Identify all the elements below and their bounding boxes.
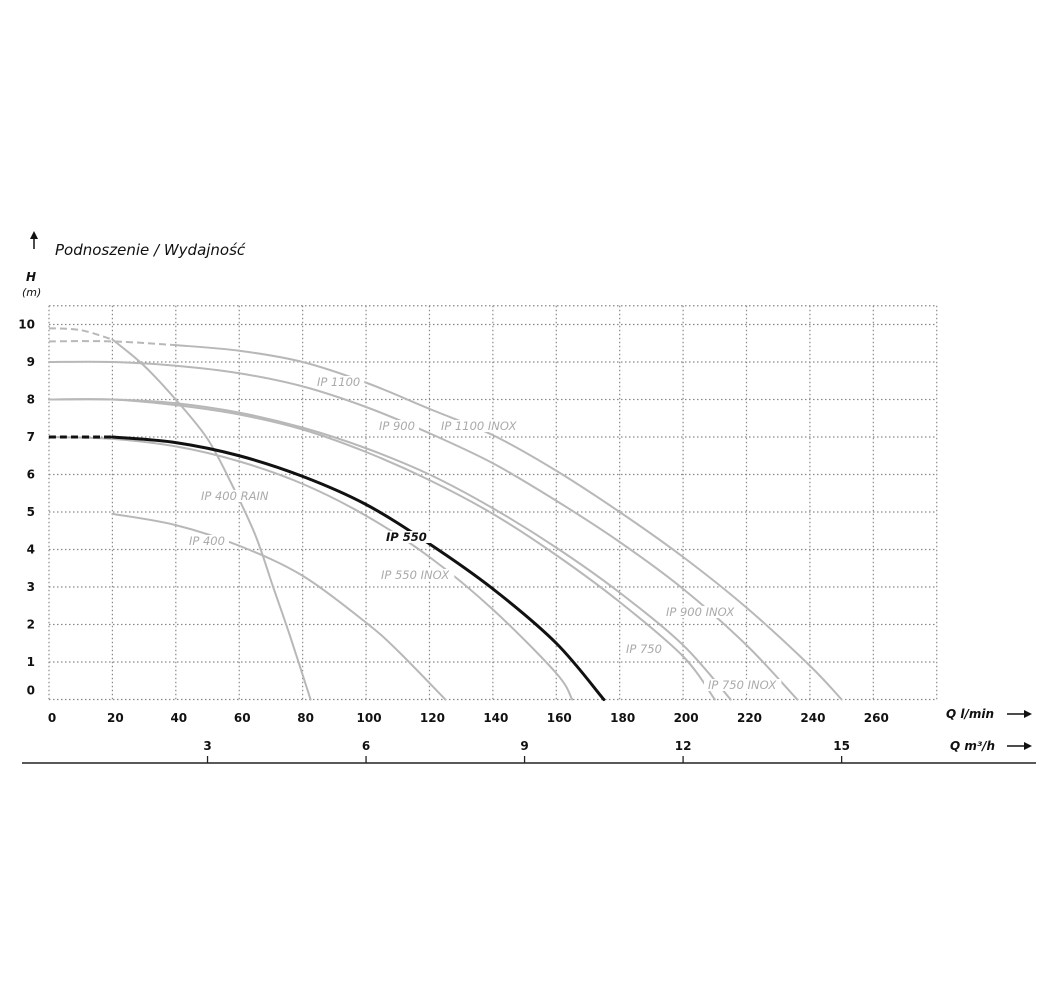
chart-title: Podnoszenie / Wydajność (55, 241, 246, 259)
curve-label: IP 750 (622, 642, 666, 656)
label-background (197, 490, 273, 502)
y-axis-label: H (26, 270, 36, 284)
x-tick-label: 0 (48, 711, 56, 725)
label-background (704, 679, 782, 691)
x2-axis: 3 6 9 12 15 (22, 739, 1036, 764)
x-tick-label: 20 (107, 711, 124, 725)
x-axis-label: Q l/min (946, 707, 994, 721)
curve-ip-750-inox (48, 398, 732, 701)
curve-label-text: IP 400 RAIN (201, 489, 269, 503)
curve-label: IP 1100 (313, 375, 365, 389)
y-tick-label: 4 (27, 543, 35, 557)
curve-ip-750 (48, 398, 716, 701)
label-background (437, 420, 522, 432)
x-tick-label: 140 (483, 711, 508, 725)
label-background (375, 420, 419, 432)
x-tick-label: 160 (547, 711, 572, 725)
x-tick-label: 240 (800, 711, 825, 725)
x-tick-labels: 0 20 40 60 80 100 120 140 160 180 200 220 240 260 (48, 711, 889, 725)
x-tick-label: 40 (170, 711, 187, 725)
x-tick-label: 80 (297, 711, 314, 725)
curve-label: IP 400 RAIN (197, 489, 273, 503)
y-tick-label: 6 (27, 468, 35, 482)
curve-labels: IP 1100 IP 1100 INOX IP 900 IP 900 INOX IP 7… (185, 375, 782, 692)
curve-ip-400-rain (111, 338, 312, 701)
right-arrow-icon (1007, 710, 1032, 718)
curve-label: IP 900 (375, 419, 419, 433)
curve-label: IP 550 INOX (377, 568, 455, 582)
y-tick-label: 10 (18, 318, 35, 332)
curve-label: IP 900 INOX (662, 605, 740, 619)
x2-axis-label: Q m³/h (950, 739, 995, 753)
curve-ip-550 (110, 435, 606, 701)
curve-ip-1100 (174, 344, 843, 701)
curve-label: IP 550 (382, 530, 431, 544)
up-arrow-icon (30, 231, 38, 249)
y-axis-unit: (m) (22, 286, 41, 299)
grid (48, 305, 938, 701)
y-tick-label: 8 (27, 393, 35, 407)
x-tick-label: 260 (864, 711, 889, 725)
x-tick-label: 100 (357, 711, 382, 725)
x-tick-label: 180 (610, 711, 635, 725)
curve-ip-900 (48, 360, 799, 701)
curve-label-text: IP 550 (386, 530, 427, 544)
y-tick-label: 5 (27, 505, 35, 519)
x-tick-label: 200 (674, 711, 699, 725)
curve-label-text: IP 900 INOX (666, 605, 735, 619)
curve-label: IP 400 (185, 534, 229, 548)
label-background (185, 535, 229, 547)
y-tick-label: 9 (27, 355, 35, 369)
curve-label-text: IP 550 INOX (381, 568, 450, 582)
label-background (377, 569, 455, 581)
curve-label-text: IP 900 (379, 419, 415, 433)
label-background (382, 531, 431, 543)
y-tick-label: 7 (27, 430, 35, 444)
x2-tick-label: 15 (833, 739, 850, 753)
curve-ip-1100-dashed (48, 340, 176, 347)
y-tick-labels: 0 1 2 3 4 5 6 7 8 9 10 (18, 318, 35, 698)
curve-ip-400-rain-dashed (48, 327, 113, 341)
curve-label-text: IP 750 INOX (708, 678, 777, 692)
label-background (313, 376, 365, 388)
curve-label: IP 1100 INOX (437, 419, 522, 433)
x-tick-label: 60 (234, 711, 251, 725)
curve-ip-550-inox (48, 436, 574, 701)
label-background (622, 643, 666, 655)
y-tick-label: 0 (27, 684, 35, 698)
x-tick-label: 120 (420, 711, 445, 725)
x-tick-label: 220 (737, 711, 762, 725)
curve-label-text: IP 750 (626, 642, 662, 656)
x2-tick-label: 9 (520, 739, 528, 753)
curve-label-text: IP 1100 (317, 375, 360, 389)
right-arrow-icon (1007, 742, 1032, 750)
curve-label: IP 750 INOX (704, 678, 782, 692)
x2-tick-label: 12 (675, 739, 692, 753)
curve-ip-400 (111, 512, 447, 701)
x2-tick-label: 3 (203, 739, 211, 753)
y-tick-label: 1 (27, 655, 35, 669)
x2-tick-label: 6 (362, 739, 370, 753)
curve-label-text: IP 1100 INOX (441, 419, 518, 433)
curve-label-text: IP 400 (189, 534, 225, 548)
y-tick-label: 3 (27, 580, 35, 594)
label-background (662, 606, 740, 618)
y-tick-label: 2 (27, 618, 35, 632)
curves (48, 327, 843, 701)
